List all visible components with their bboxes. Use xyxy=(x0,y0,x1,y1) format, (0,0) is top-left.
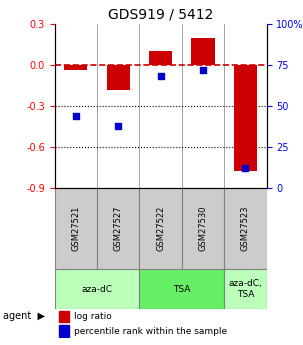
Text: GSM27527: GSM27527 xyxy=(114,206,123,251)
Text: GSM27522: GSM27522 xyxy=(156,206,165,251)
Bar xyxy=(149,51,172,65)
Point xyxy=(243,165,248,171)
FancyBboxPatch shape xyxy=(55,188,97,269)
Point xyxy=(158,74,163,79)
Text: percentile rank within the sample: percentile rank within the sample xyxy=(74,326,227,336)
Bar xyxy=(191,38,215,65)
FancyBboxPatch shape xyxy=(224,269,267,309)
FancyBboxPatch shape xyxy=(55,269,139,309)
Bar xyxy=(59,311,69,322)
FancyBboxPatch shape xyxy=(224,188,267,269)
Bar xyxy=(59,325,69,337)
Text: aza-dC,
TSA: aza-dC, TSA xyxy=(228,279,262,299)
Point xyxy=(201,67,205,73)
Point xyxy=(116,123,121,128)
Text: GSM27521: GSM27521 xyxy=(71,206,80,251)
Title: GDS919 / 5412: GDS919 / 5412 xyxy=(108,8,213,22)
Point xyxy=(73,113,78,118)
Text: aza-dC: aza-dC xyxy=(82,285,112,294)
Text: GSM27530: GSM27530 xyxy=(198,206,208,251)
FancyBboxPatch shape xyxy=(139,188,182,269)
Text: TSA: TSA xyxy=(173,285,191,294)
Text: agent  ▶: agent ▶ xyxy=(3,311,45,321)
Text: log ratio: log ratio xyxy=(74,312,112,321)
FancyBboxPatch shape xyxy=(97,188,139,269)
Bar xyxy=(234,65,257,171)
Bar xyxy=(107,65,130,90)
Text: GSM27523: GSM27523 xyxy=(241,206,250,251)
FancyBboxPatch shape xyxy=(139,269,224,309)
Bar xyxy=(64,65,87,70)
FancyBboxPatch shape xyxy=(182,188,224,269)
